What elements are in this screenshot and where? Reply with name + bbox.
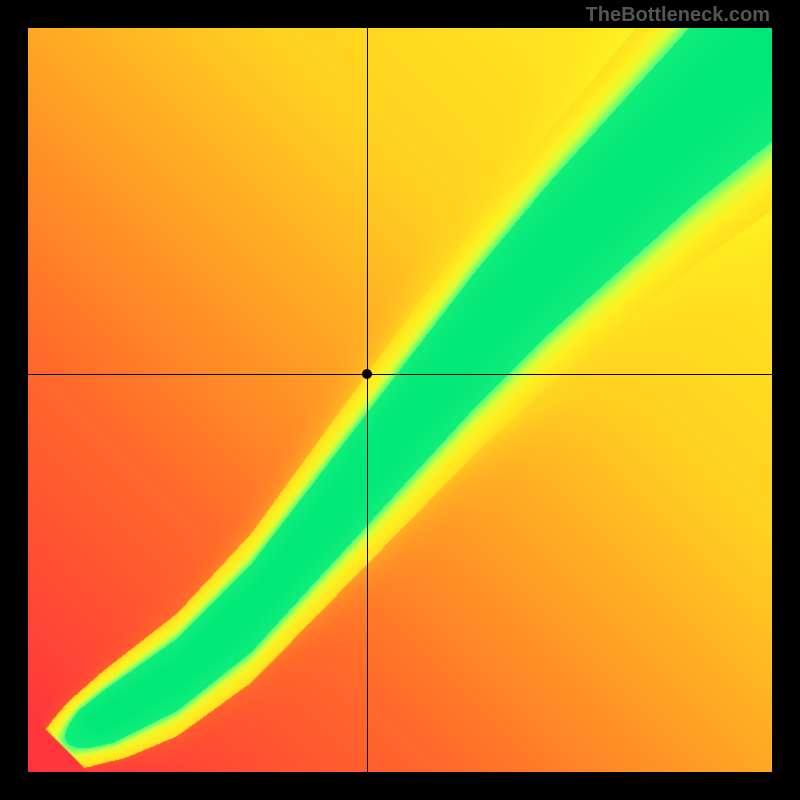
heatmap-canvas: [28, 28, 772, 772]
watermark-text: TheBottleneck.com: [586, 4, 770, 27]
bottleneck-heatmap: [28, 28, 772, 772]
